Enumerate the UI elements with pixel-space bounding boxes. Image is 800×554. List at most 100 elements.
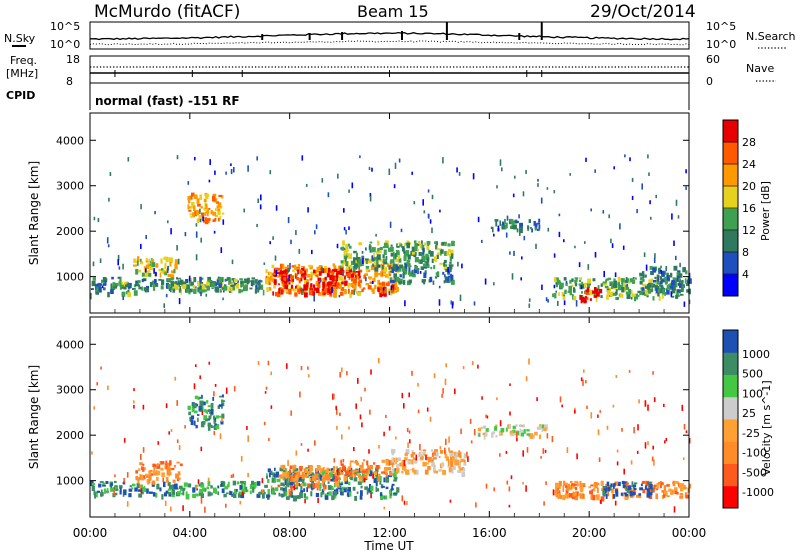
heatmap-cell [209,281,213,284]
heatmap-cell [675,295,679,299]
heatmap-cell [427,462,429,465]
heatmap-cell [526,433,531,436]
heatmap-cell [279,270,284,275]
heatmap-cell [513,224,517,229]
heatmap-cell [641,278,644,283]
heatmap-cell [483,434,486,440]
heatmap-cell [210,210,214,215]
heatmap-cell [412,467,415,473]
heatmap-cell [353,250,357,254]
heatmap-cell [499,159,502,166]
heatmap-cell [645,480,650,487]
heatmap-cell [372,263,375,267]
heatmap-cell [410,468,413,471]
heatmap-cell [294,292,298,297]
heatmap-cell [240,492,245,499]
heatmap-cell [674,288,677,294]
heatmap-cell [342,240,345,246]
heatmap-cell [627,281,631,284]
heatmap-cell [213,430,216,436]
heatmap-cell [399,264,403,269]
heatmap-cell [374,261,376,265]
heatmap-cell [553,277,557,283]
heatmap-cell [613,280,618,287]
heatmap-cell [546,433,549,439]
heatmap-cell [602,490,606,496]
heatmap-cell [661,273,665,277]
heatmap-cell [574,409,576,414]
heatmap-cell [240,281,243,284]
heatmap-cell [592,278,596,282]
heatmap-cell [589,298,592,301]
heatmap-cell [675,481,679,484]
heatmap-cell [123,281,128,285]
heatmap-cell [663,494,666,498]
heatmap-cell [108,197,110,202]
heatmap-cell [294,484,297,488]
heatmap-cell [358,279,363,284]
colorbar-segment [723,352,738,375]
heatmap-cell [383,272,387,276]
heatmap-cell [184,232,187,237]
heatmap-cell [403,460,406,467]
heatmap-cell [220,482,225,487]
heatmap-cell [412,457,416,461]
heatmap-cell [325,284,329,287]
heatmap-cell [522,482,524,485]
heatmap-cell [159,272,162,278]
heatmap-cell [430,266,433,270]
heatmap-cell [272,272,277,275]
velocity-heatmap-cells [90,358,692,513]
heatmap-cell [331,269,335,272]
colorbar-tick-label: 12 [742,224,756,237]
heatmap-cell [379,246,383,251]
heatmap-cell [660,284,664,287]
heatmap-cell [590,494,593,500]
heatmap-cell [284,490,288,496]
heatmap-cell [649,286,653,293]
heatmap-cell [192,285,196,289]
heatmap-cell [561,291,564,297]
heatmap-cell [407,260,411,262]
heatmap-cell [383,288,387,294]
heatmap-cell [646,492,651,498]
heatmap-cell [167,265,169,271]
heatmap-cell [368,487,371,493]
heatmap-cell [439,209,441,213]
heatmap-cell [179,463,183,467]
heatmap-cell [658,296,661,301]
heatmap-cell [156,484,160,490]
heatmap-cell [133,258,137,263]
heatmap-cell [220,480,225,483]
heatmap-cell [630,297,633,300]
heatmap-cell [305,475,310,478]
heatmap-cell [265,282,269,285]
heatmap-cell [326,282,329,286]
heatmap-cell [152,463,156,467]
heatmap-cell [333,466,335,471]
heatmap-cell [424,270,427,275]
heatmap-cell [312,475,315,480]
heatmap-cell [444,447,446,454]
heatmap-cell [119,276,122,283]
heatmap-cell [280,482,284,486]
heatmap-cell [461,471,466,477]
heatmap-cell [368,471,373,477]
heatmap-cell [179,286,182,292]
heatmap-cell [193,420,196,426]
heatmap-cell [663,403,665,408]
heatmap-cell [527,225,529,231]
heatmap-cell [119,485,123,489]
heatmap-cell [345,273,348,277]
heatmap-cell [391,485,394,491]
heatmap-cell [545,481,547,485]
heatmap-cell [616,449,619,453]
heatmap-cell [513,433,517,436]
heatmap-cell [405,449,410,455]
heatmap-cell [354,275,357,278]
heatmap-cell [378,259,383,262]
heatmap-cell [348,245,352,249]
heatmap-cell [330,478,334,482]
heatmap-cell [635,294,639,300]
heatmap-cell [322,278,326,281]
